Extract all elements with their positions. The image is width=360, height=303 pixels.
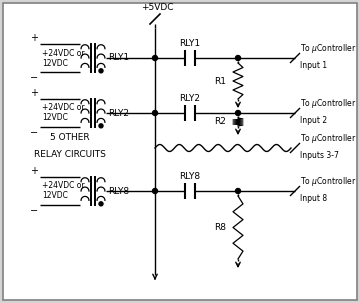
Text: +24VDC or: +24VDC or: [42, 181, 85, 191]
Text: RLY8: RLY8: [179, 172, 201, 181]
Text: +24VDC or: +24VDC or: [42, 48, 85, 58]
Circle shape: [153, 55, 158, 61]
Circle shape: [235, 111, 240, 115]
Text: −: −: [30, 206, 38, 216]
Circle shape: [235, 188, 240, 194]
Text: R2: R2: [214, 118, 226, 126]
Text: 12VDC: 12VDC: [42, 114, 68, 122]
Text: +: +: [30, 88, 38, 98]
Text: RLY2: RLY2: [108, 108, 129, 118]
Text: +24VDC or: +24VDC or: [42, 104, 85, 112]
Text: +: +: [30, 166, 38, 176]
Circle shape: [99, 124, 103, 128]
Text: 5 OTHER: 5 OTHER: [50, 133, 90, 142]
Text: RLY1: RLY1: [179, 39, 201, 48]
Text: Input 1: Input 1: [300, 61, 327, 70]
Text: R1: R1: [214, 76, 226, 85]
Text: R8: R8: [214, 223, 226, 232]
Text: RLY1: RLY1: [108, 54, 129, 62]
Text: +5VDC: +5VDC: [141, 3, 173, 12]
Text: 12VDC: 12VDC: [42, 191, 68, 201]
Text: RLY2: RLY2: [180, 94, 201, 103]
Circle shape: [99, 202, 103, 206]
Text: To $\mu$Controller: To $\mu$Controller: [300, 42, 356, 55]
Text: RLY8: RLY8: [108, 187, 129, 195]
Circle shape: [153, 188, 158, 194]
Circle shape: [235, 55, 240, 61]
Text: To $\mu$Controller: To $\mu$Controller: [300, 97, 356, 110]
Circle shape: [153, 111, 158, 115]
Text: 12VDC: 12VDC: [42, 58, 68, 68]
Text: +: +: [30, 33, 38, 43]
Text: Input 2: Input 2: [300, 116, 327, 125]
Text: To $\mu$Controller: To $\mu$Controller: [300, 132, 356, 145]
Circle shape: [99, 69, 103, 73]
Text: RELAY CIRCUITS: RELAY CIRCUITS: [34, 150, 106, 159]
Text: Input 8: Input 8: [300, 194, 327, 203]
Text: Inputs 3-7: Inputs 3-7: [300, 151, 339, 160]
Text: −: −: [30, 128, 38, 138]
Text: To $\mu$Controller: To $\mu$Controller: [300, 175, 356, 188]
Text: −: −: [30, 73, 38, 83]
